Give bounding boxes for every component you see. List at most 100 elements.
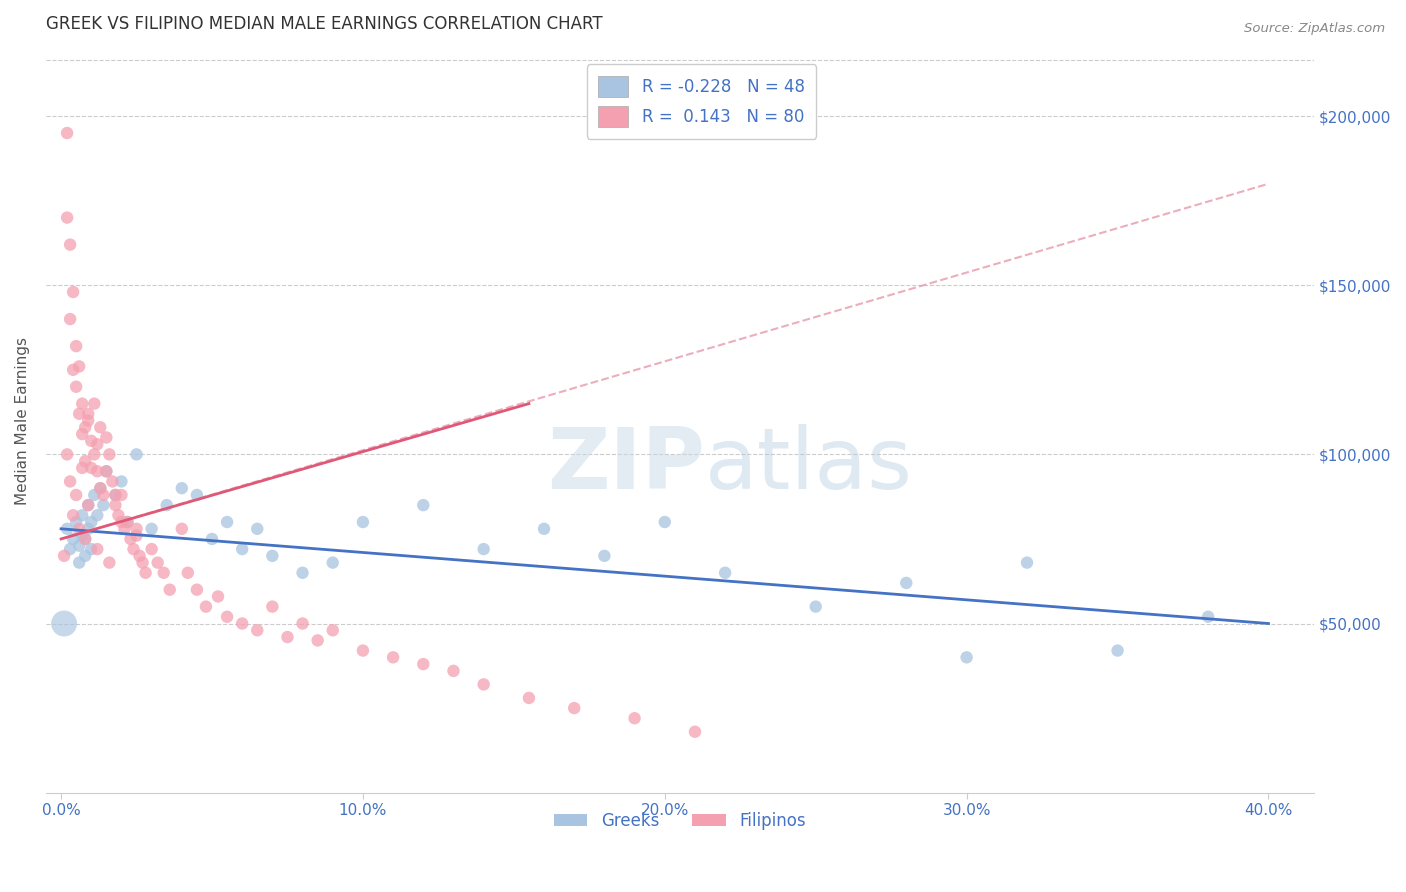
- Point: [156, 498, 179, 512]
- Point: [65, 339, 87, 353]
- Point: [533, 522, 555, 536]
- Point: [83, 397, 105, 411]
- Point: [117, 515, 139, 529]
- Point: [70, 528, 93, 542]
- Point: [77, 522, 100, 536]
- Point: [117, 515, 139, 529]
- Point: [75, 454, 97, 468]
- Point: [654, 515, 676, 529]
- Point: [67, 407, 90, 421]
- Point: [956, 650, 979, 665]
- Point: [83, 488, 105, 502]
- Point: [70, 397, 93, 411]
- Point: [104, 498, 127, 512]
- Point: [104, 488, 127, 502]
- Point: [170, 522, 193, 536]
- Point: [412, 498, 434, 512]
- Point: [56, 447, 79, 461]
- Point: [89, 420, 111, 434]
- Point: [77, 498, 100, 512]
- Point: [65, 488, 87, 502]
- Point: [517, 690, 540, 705]
- Point: [125, 528, 148, 542]
- Point: [141, 522, 163, 536]
- Point: [322, 556, 344, 570]
- Point: [714, 566, 737, 580]
- Point: [53, 616, 76, 631]
- Point: [207, 590, 229, 604]
- Text: GREEK VS FILIPINO MEDIAN MALE EARNINGS CORRELATION CHART: GREEK VS FILIPINO MEDIAN MALE EARNINGS C…: [46, 15, 603, 33]
- Point: [91, 498, 114, 512]
- Y-axis label: Median Male Earnings: Median Male Earnings: [15, 336, 30, 505]
- Point: [59, 542, 82, 557]
- Point: [75, 549, 97, 563]
- Text: Source: ZipAtlas.com: Source: ZipAtlas.com: [1244, 22, 1385, 36]
- Point: [80, 542, 103, 557]
- Point: [77, 498, 100, 512]
- Point: [186, 488, 208, 502]
- Point: [246, 624, 269, 638]
- Point: [86, 464, 108, 478]
- Point: [131, 556, 153, 570]
- Point: [443, 664, 465, 678]
- Point: [75, 532, 97, 546]
- Point: [110, 475, 132, 489]
- Point: [80, 461, 103, 475]
- Point: [291, 616, 314, 631]
- Point: [593, 549, 616, 563]
- Point: [91, 488, 114, 502]
- Point: [896, 576, 918, 591]
- Point: [62, 532, 84, 546]
- Point: [86, 437, 108, 451]
- Point: [472, 677, 495, 691]
- Point: [83, 447, 105, 461]
- Point: [135, 566, 157, 580]
- Point: [86, 508, 108, 523]
- Point: [70, 508, 93, 523]
- Point: [56, 522, 79, 536]
- Point: [110, 488, 132, 502]
- Point: [152, 566, 174, 580]
- Point: [110, 515, 132, 529]
- Point: [56, 211, 79, 225]
- Point: [291, 566, 314, 580]
- Point: [77, 407, 100, 421]
- Point: [201, 532, 224, 546]
- Point: [114, 522, 136, 536]
- Point: [104, 488, 127, 502]
- Point: [98, 447, 121, 461]
- Point: [382, 650, 405, 665]
- Point: [804, 599, 827, 614]
- Legend: Greeks, Filipinos: Greeks, Filipinos: [547, 805, 813, 837]
- Point: [262, 549, 284, 563]
- Point: [125, 522, 148, 536]
- Point: [59, 475, 82, 489]
- Point: [159, 582, 181, 597]
- Point: [1107, 643, 1129, 657]
- Point: [683, 724, 706, 739]
- Point: [262, 599, 284, 614]
- Point: [59, 312, 82, 326]
- Point: [80, 434, 103, 448]
- Point: [56, 126, 79, 140]
- Point: [352, 643, 374, 657]
- Point: [217, 515, 239, 529]
- Point: [65, 515, 87, 529]
- Point: [67, 359, 90, 374]
- Point: [177, 566, 200, 580]
- Point: [141, 542, 163, 557]
- Point: [231, 542, 253, 557]
- Point: [75, 532, 97, 546]
- Point: [96, 464, 118, 478]
- Point: [75, 420, 97, 434]
- Point: [122, 542, 145, 557]
- Text: ZIP: ZIP: [547, 424, 706, 507]
- Point: [194, 599, 217, 614]
- Point: [307, 633, 329, 648]
- Point: [246, 522, 269, 536]
- Point: [80, 515, 103, 529]
- Point: [62, 363, 84, 377]
- Point: [53, 549, 76, 563]
- Point: [412, 657, 434, 672]
- Point: [65, 380, 87, 394]
